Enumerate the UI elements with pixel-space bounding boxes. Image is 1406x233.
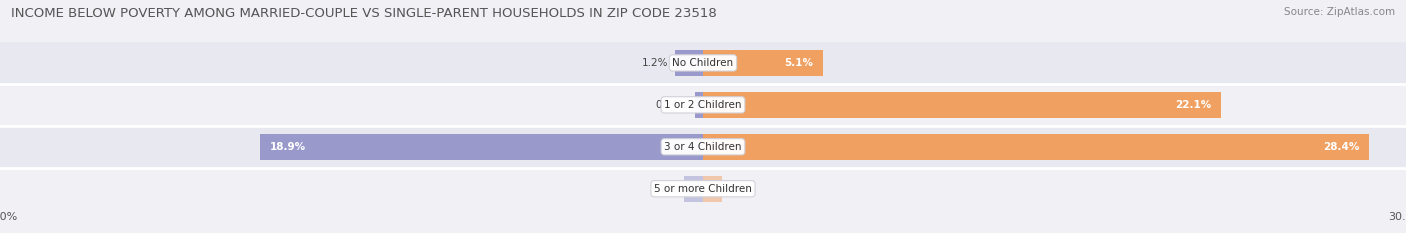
Bar: [703, 134, 1368, 160]
Text: 0.0%: 0.0%: [728, 184, 755, 194]
Text: No Children: No Children: [672, 58, 734, 68]
Text: 5 or more Children: 5 or more Children: [654, 184, 752, 194]
Bar: [0, 84, 1406, 126]
Text: 1.2%: 1.2%: [641, 58, 668, 68]
Bar: [703, 92, 1220, 118]
Bar: [703, 176, 721, 202]
Text: 28.4%: 28.4%: [1323, 142, 1360, 152]
Bar: [685, 176, 703, 202]
Text: 0.34%: 0.34%: [655, 100, 688, 110]
Bar: [260, 134, 703, 160]
Text: Source: ZipAtlas.com: Source: ZipAtlas.com: [1284, 7, 1395, 17]
Text: 0.0%: 0.0%: [651, 184, 678, 194]
Text: 3 or 4 Children: 3 or 4 Children: [664, 142, 742, 152]
Text: 22.1%: 22.1%: [1175, 100, 1212, 110]
Bar: [703, 50, 823, 76]
Text: 18.9%: 18.9%: [270, 142, 305, 152]
Text: INCOME BELOW POVERTY AMONG MARRIED-COUPLE VS SINGLE-PARENT HOUSEHOLDS IN ZIP COD: INCOME BELOW POVERTY AMONG MARRIED-COUPL…: [11, 7, 717, 20]
Text: 1 or 2 Children: 1 or 2 Children: [664, 100, 742, 110]
Bar: [0, 126, 1406, 168]
Bar: [0, 168, 1406, 210]
Bar: [0, 42, 1406, 84]
Text: 5.1%: 5.1%: [785, 58, 813, 68]
Bar: [695, 92, 703, 118]
Bar: [675, 50, 703, 76]
